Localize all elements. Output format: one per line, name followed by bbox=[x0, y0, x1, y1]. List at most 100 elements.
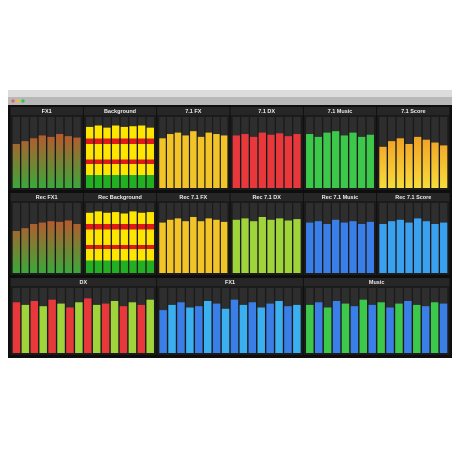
meter-level bbox=[190, 131, 197, 188]
meter-level bbox=[166, 219, 174, 273]
meter-level bbox=[12, 302, 21, 353]
meter-level bbox=[314, 136, 322, 188]
panel-header bbox=[157, 107, 230, 115]
panel-label: Rec FX1 bbox=[36, 195, 58, 201]
meter-level bbox=[138, 125, 146, 188]
meter-level bbox=[388, 141, 396, 188]
meter-level bbox=[213, 219, 220, 273]
meter-level bbox=[159, 138, 166, 188]
meter-level bbox=[64, 136, 72, 188]
meter-level bbox=[340, 135, 348, 188]
panel-header bbox=[10, 278, 157, 286]
meter-level bbox=[166, 134, 174, 188]
minimize-button[interactable] bbox=[16, 99, 20, 103]
meter-level bbox=[379, 224, 387, 273]
meter-level bbox=[38, 135, 46, 188]
meter-level bbox=[414, 136, 422, 188]
panel bbox=[10, 107, 83, 190]
panel-label: 7.1 DX bbox=[258, 109, 275, 115]
panel bbox=[377, 107, 450, 190]
close-button[interactable] bbox=[11, 99, 15, 103]
panel-header bbox=[303, 107, 377, 115]
meter-level bbox=[284, 220, 292, 273]
meter-level bbox=[39, 306, 47, 353]
meter-level bbox=[75, 302, 83, 353]
panel-label: FX1 bbox=[225, 280, 235, 286]
meter-level bbox=[430, 302, 439, 353]
panel-label: Music bbox=[369, 280, 385, 286]
panel-header bbox=[377, 193, 450, 201]
meter-level bbox=[30, 224, 38, 273]
meter-level bbox=[439, 303, 448, 353]
meter-level bbox=[221, 308, 230, 353]
panel-label: FX1 bbox=[42, 109, 52, 115]
meter-level bbox=[413, 304, 421, 353]
meter-level bbox=[421, 306, 430, 353]
meter-level bbox=[257, 307, 265, 353]
meter-level bbox=[241, 218, 249, 273]
panel bbox=[377, 193, 450, 275]
meter-level bbox=[386, 307, 394, 353]
meter-level bbox=[414, 218, 422, 273]
meter-level bbox=[212, 303, 221, 353]
menu-bar bbox=[8, 90, 452, 97]
meter-level bbox=[146, 212, 154, 273]
meter-level bbox=[306, 134, 314, 188]
meter-level bbox=[332, 131, 340, 188]
meter-level bbox=[396, 138, 404, 188]
meter-level bbox=[267, 219, 275, 273]
meter-level bbox=[159, 222, 166, 273]
meter-level bbox=[103, 127, 111, 188]
meter-level bbox=[395, 303, 403, 353]
panel bbox=[230, 107, 303, 190]
meter-level bbox=[359, 299, 368, 353]
meter-level bbox=[73, 224, 81, 273]
meter-level bbox=[332, 301, 341, 353]
meter-level bbox=[129, 126, 137, 188]
meter-level bbox=[129, 211, 137, 273]
panel bbox=[83, 107, 157, 190]
meter-level bbox=[182, 221, 189, 273]
meter-level bbox=[56, 134, 64, 188]
meter-level bbox=[73, 137, 81, 188]
meter-level bbox=[314, 302, 323, 353]
meter-level bbox=[174, 218, 182, 273]
meter-level bbox=[404, 301, 412, 353]
window-title-bar bbox=[8, 97, 452, 105]
meter-level bbox=[440, 145, 448, 188]
meter-level bbox=[332, 219, 340, 273]
meter-level bbox=[405, 143, 413, 188]
panel-header bbox=[377, 107, 450, 115]
meter-level bbox=[47, 221, 55, 273]
meter-level bbox=[377, 302, 385, 353]
meter-level bbox=[120, 126, 128, 188]
meter-level bbox=[440, 222, 448, 273]
meter-level bbox=[314, 221, 322, 273]
meter-level bbox=[306, 222, 314, 273]
meter-level bbox=[30, 138, 38, 188]
meter-level bbox=[431, 224, 439, 273]
meter-level bbox=[323, 224, 331, 273]
meter-level bbox=[94, 125, 102, 188]
panel-header bbox=[157, 193, 230, 201]
panel-label: Rec Background bbox=[98, 195, 142, 201]
meter-level bbox=[197, 136, 205, 188]
panel bbox=[10, 193, 83, 275]
meter-level bbox=[190, 217, 197, 273]
meter-level bbox=[230, 299, 239, 353]
meter-level bbox=[293, 219, 301, 273]
panel bbox=[303, 193, 377, 275]
meter-level bbox=[12, 231, 20, 273]
panel-header bbox=[303, 193, 377, 201]
panel-label: DX bbox=[80, 280, 88, 286]
meter-level bbox=[103, 212, 111, 273]
panel-label: 7.1 FX bbox=[185, 109, 202, 115]
meter-level bbox=[159, 310, 167, 353]
meter-level bbox=[276, 133, 284, 188]
zoom-button[interactable] bbox=[21, 99, 25, 103]
meter-level bbox=[284, 136, 292, 188]
meter-level bbox=[205, 132, 212, 188]
meter-level bbox=[174, 132, 182, 188]
panel-label: 7.1 Score bbox=[401, 109, 425, 115]
